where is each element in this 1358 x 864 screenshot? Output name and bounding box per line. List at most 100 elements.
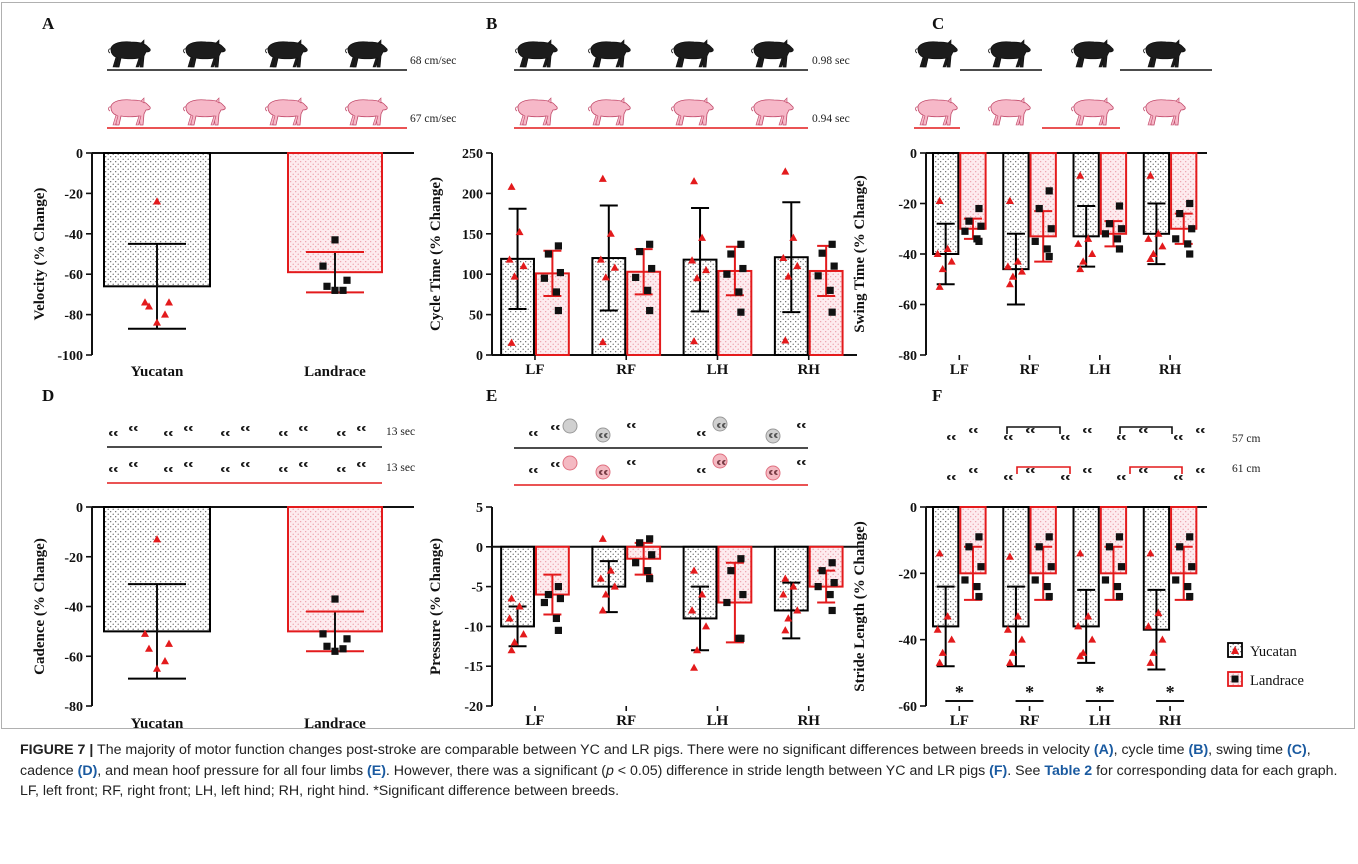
data-point-landrace <box>646 306 654 315</box>
data-point-yucatan <box>507 182 516 190</box>
caption-ref-f[interactable]: (F) <box>989 762 1008 779</box>
hoof-claw <box>1179 435 1183 440</box>
pressure-spot <box>595 464 611 480</box>
caption-ref-a[interactable]: (A) <box>1093 742 1114 758</box>
hoof-claw <box>1196 428 1200 433</box>
y-tick-label: -40 <box>64 228 83 243</box>
data-point-landrace <box>636 247 644 256</box>
data-point-landrace <box>556 594 564 603</box>
data-point-landrace <box>331 647 339 655</box>
data-point-yucatan <box>606 229 615 237</box>
data-point-landrace <box>1031 237 1039 245</box>
hoof-claw <box>1009 435 1013 440</box>
data-point-landrace <box>646 535 654 543</box>
y-tick-label: 0 <box>476 349 483 364</box>
y-axis-label: Swing Time (% Change) <box>852 175 868 332</box>
annotation-d-landrace: 13 sec <box>386 462 415 474</box>
data-point-landrace <box>1031 576 1039 584</box>
y-tick-label: 0 <box>910 147 917 162</box>
pig-body <box>517 99 558 126</box>
pig-body <box>917 99 958 126</box>
data-point-landrace <box>727 250 735 258</box>
pig-tail <box>588 48 592 54</box>
chart-d: 0 -20 -40 -60 -80 Cadence (% Change) Yucatan La… <box>32 501 414 732</box>
hoof-claw <box>226 431 230 436</box>
hoof-claw <box>599 433 603 438</box>
data-point-yucatan <box>596 255 605 263</box>
pig-yucatan <box>751 39 794 68</box>
hoof-claw <box>241 462 245 467</box>
caption-ref-d[interactable]: (D) <box>77 762 98 779</box>
significance-star: * <box>955 682 964 702</box>
pig-leg <box>112 114 119 126</box>
caption-ref-c[interactable]: (C) <box>1287 742 1307 758</box>
data-point-landrace <box>965 543 973 551</box>
annotation-b-yucatan: 0.98 sec <box>812 55 850 67</box>
data-point-yucatan <box>693 646 702 654</box>
hoof-claw <box>357 462 361 467</box>
hoof-print <box>1139 428 1148 433</box>
data-point-landrace <box>319 262 327 270</box>
data-point-yucatan <box>1154 608 1163 617</box>
data-point-landrace <box>1045 592 1053 601</box>
hoof-claw <box>1066 435 1070 440</box>
hoof-print <box>164 467 173 472</box>
data-point-landrace <box>735 288 743 296</box>
pig-tail <box>345 48 349 54</box>
caption-table-ref[interactable]: Table 2 <box>1044 762 1093 779</box>
caption-ref-b[interactable]: (B) <box>1188 742 1209 758</box>
pig-body <box>590 99 631 126</box>
pig-tail <box>751 106 755 112</box>
hoof-print <box>969 468 978 473</box>
data-point-yucatan <box>610 263 619 271</box>
hoof-claw <box>1026 468 1030 473</box>
data-point-yucatan <box>690 663 699 671</box>
pig-body <box>753 99 794 126</box>
data-point-landrace <box>739 264 747 273</box>
x-tick-label: LF <box>950 713 969 728</box>
data-point-yucatan <box>1074 239 1083 247</box>
pig-leg <box>210 57 217 68</box>
hoof-claw <box>1083 468 1087 473</box>
pig-landrace <box>1143 97 1186 126</box>
data-point-yucatan <box>141 298 149 306</box>
data-point-yucatan <box>507 594 516 602</box>
caption-ref-e[interactable]: (E) <box>367 762 386 779</box>
data-point-yucatan <box>947 257 956 265</box>
data-point-landrace <box>814 583 822 591</box>
data-point-landrace <box>973 583 981 591</box>
data-point-yucatan <box>793 261 802 270</box>
pig-leg <box>1015 115 1022 126</box>
hoof-claw <box>1009 475 1013 480</box>
hoof-print <box>697 468 706 473</box>
caption-text: . However, there was a significant ( <box>385 762 606 779</box>
hoof-claw <box>1117 435 1121 440</box>
data-point-landrace <box>1115 592 1124 601</box>
hoof-claw <box>1139 428 1143 433</box>
pig-yucatan <box>588 39 631 68</box>
hoof-claw <box>221 467 225 472</box>
pig-landrace <box>988 97 1031 126</box>
hoof-claw <box>1144 428 1148 433</box>
data-point-landrace <box>646 575 654 583</box>
hoof-print <box>221 431 230 436</box>
pig-body <box>267 41 308 68</box>
y-tick-label: -10 <box>464 620 483 635</box>
pig-leg <box>269 114 276 126</box>
pig-ear <box>947 39 952 46</box>
hoof-claw <box>1031 428 1035 433</box>
data-point-yucatan <box>601 590 610 598</box>
hoof-print <box>357 462 366 467</box>
hoof-claw <box>952 435 956 440</box>
pig-leg <box>210 115 217 126</box>
data-point-landrace <box>826 286 834 294</box>
data-point-yucatan <box>688 256 697 264</box>
hoof-claw <box>184 426 188 431</box>
pig-ear <box>783 97 788 104</box>
panel-letter-e: E <box>486 386 497 405</box>
pig-leg <box>919 56 926 68</box>
pig-leg <box>919 114 926 126</box>
data-point-yucatan <box>789 233 798 241</box>
panel-letter-a: A <box>42 14 55 33</box>
pig-tail <box>751 48 755 54</box>
